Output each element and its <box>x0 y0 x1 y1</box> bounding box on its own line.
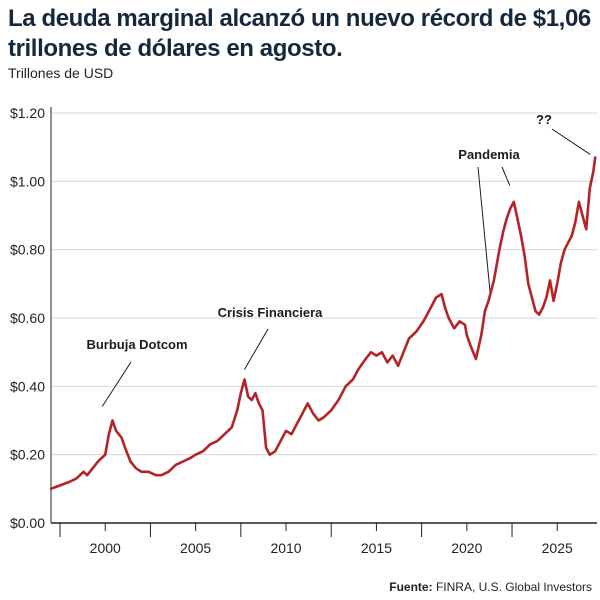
annotation-leader <box>477 166 491 295</box>
y-tick-label: $0.00 <box>10 515 45 531</box>
y-tick-label: $1.00 <box>10 173 45 189</box>
y-tick-label: $0.40 <box>10 378 45 394</box>
source-text: FINRA, U.S. Global Investors <box>435 580 592 594</box>
annotation-label: ?? <box>536 112 552 127</box>
series-line <box>49 156 597 491</box>
annotation-label: Pandemia <box>458 147 520 162</box>
x-tick-label: 2015 <box>361 540 392 556</box>
annotation-label: Crisis Financiera <box>218 305 324 320</box>
source-prefix: Fuente: <box>389 580 433 594</box>
y-tick-label: $0.20 <box>10 447 45 463</box>
x-tick-label: 2010 <box>270 540 301 556</box>
annotation-leader <box>501 166 511 186</box>
source-note: Fuente: FINRA, U.S. Global Investors <box>389 580 592 594</box>
annotation-leader <box>551 128 591 155</box>
annotation-label: Burbuja Dotcom <box>86 337 187 352</box>
annotation-leader <box>101 361 132 407</box>
x-tick-label: 2000 <box>90 540 121 556</box>
chart-title: La deuda marginal alcanzó un nuevo récor… <box>8 5 591 62</box>
unit-label: Trillones de USD <box>8 65 114 81</box>
x-tick-label: 2025 <box>542 540 573 556</box>
y-tick-label: $0.80 <box>10 242 45 258</box>
x-tick-label: 2020 <box>451 540 482 556</box>
y-tick-label: $0.60 <box>10 310 45 326</box>
annotation-leader <box>244 328 269 370</box>
x-tick-label: 2005 <box>180 540 211 556</box>
y-tick-label: $1.20 <box>10 105 45 121</box>
